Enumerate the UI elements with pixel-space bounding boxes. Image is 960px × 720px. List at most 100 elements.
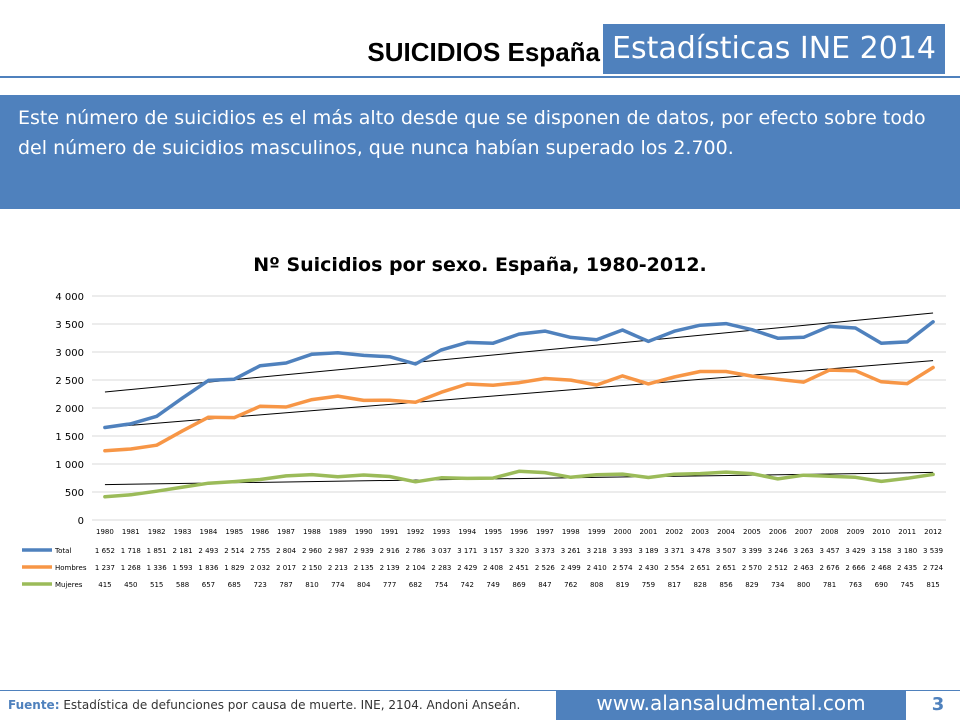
- data-label-mujeres: 847: [538, 581, 551, 589]
- x-tick-label: 1987: [277, 528, 295, 536]
- data-point-mujeres: [439, 476, 443, 480]
- data-point-mujeres: [465, 476, 469, 480]
- data-label-total: 2 493: [198, 547, 218, 555]
- x-tick-label: 1984: [200, 528, 218, 536]
- x-tick-label: 2012: [924, 528, 942, 536]
- data-label-hombres: 2 666: [845, 564, 866, 572]
- source-label: Fuente:: [8, 698, 60, 712]
- data-point-total: [879, 341, 883, 345]
- data-label-hombres: 2 499: [561, 564, 581, 572]
- data-label-mujeres: 515: [150, 581, 163, 589]
- data-point-hombres: [724, 370, 728, 374]
- x-tick-label: 1998: [562, 528, 580, 536]
- data-point-hombres: [206, 415, 210, 419]
- website-link[interactable]: www.alansaludmental.com: [556, 690, 906, 720]
- data-point-hombres: [621, 374, 625, 378]
- data-label-hombres: 2 463: [794, 564, 814, 572]
- data-label-total: 2 514: [224, 547, 245, 555]
- x-tick-label: 1985: [225, 528, 243, 536]
- data-label-hombres: 2 032: [250, 564, 270, 572]
- x-tick-label: 1986: [251, 528, 269, 536]
- data-label-total: 1 652: [95, 547, 115, 555]
- data-label-mujeres: 723: [254, 581, 267, 589]
- data-label-mujeres: 754: [435, 581, 449, 589]
- data-point-hombres: [776, 377, 780, 381]
- data-point-mujeres: [181, 485, 185, 489]
- data-label-mujeres: 804: [357, 581, 371, 589]
- data-label-hombres: 2 410: [587, 564, 607, 572]
- data-point-total: [517, 332, 521, 336]
- y-tick-label: 2 500: [55, 376, 84, 387]
- data-point-total: [336, 351, 340, 355]
- x-tick-label: 2007: [795, 528, 813, 536]
- x-tick-label: 1982: [148, 528, 166, 536]
- data-point-hombres: [517, 381, 521, 385]
- page-number: 3: [931, 694, 945, 715]
- data-label-hombres: 2 570: [742, 564, 762, 572]
- source-text: Estadística de defunciones por causa de …: [59, 698, 521, 712]
- data-label-hombres: 2 651: [690, 564, 710, 572]
- data-label-hombres: 2 574: [612, 564, 633, 572]
- source-note: Fuente: Estadística de defunciones por c…: [8, 698, 520, 712]
- x-tick-label: 1991: [381, 528, 399, 536]
- x-tick-label: 1988: [303, 528, 321, 536]
- x-tick-label: 1989: [329, 528, 347, 536]
- y-tick-label: 2 000: [55, 404, 84, 415]
- data-point-hombres: [646, 382, 650, 386]
- data-point-total: [465, 340, 469, 344]
- data-point-mujeres: [802, 473, 806, 477]
- legend-label-hombres: Hombres: [55, 564, 87, 572]
- summary-text: Este número de suicidios es el más alto …: [18, 107, 926, 159]
- data-label-hombres: 2 429: [457, 564, 477, 572]
- series-line-mujeres: [103, 469, 935, 499]
- x-tick-label: 2004: [717, 528, 735, 536]
- data-label-total: 2 939: [354, 547, 374, 555]
- y-tick-label: 3 000: [55, 348, 84, 359]
- y-tick-label: 3 500: [55, 320, 84, 331]
- data-point-hombres: [336, 394, 340, 398]
- data-point-mujeres: [129, 493, 133, 497]
- data-label-total: 2 987: [328, 547, 348, 555]
- data-point-hombres: [103, 449, 107, 453]
- data-label-mujeres: 800: [797, 581, 810, 589]
- data-point-mujeres: [931, 472, 935, 476]
- data-label-total: 2 960: [302, 547, 322, 555]
- data-label-hombres: 1 836: [198, 564, 219, 572]
- data-point-mujeres: [828, 474, 832, 478]
- data-label-total: 3 218: [587, 547, 607, 555]
- legend-label-mujeres: Mujeres: [55, 581, 83, 589]
- data-point-hombres: [931, 365, 935, 369]
- x-tick-label: 1990: [355, 528, 373, 536]
- data-point-mujeres: [155, 489, 159, 493]
- data-point-total: [646, 339, 650, 343]
- x-tick-label: 1992: [407, 528, 425, 536]
- data-point-mujeres: [103, 495, 107, 499]
- data-label-mujeres: 810: [305, 581, 318, 589]
- data-label-mujeres: 734: [771, 581, 785, 589]
- data-label-mujeres: 781: [823, 581, 836, 589]
- data-point-hombres: [853, 369, 857, 373]
- data-label-mujeres: 815: [926, 581, 939, 589]
- data-point-total: [258, 364, 262, 368]
- data-label-hombres: 2 283: [431, 564, 451, 572]
- data-point-mujeres: [413, 480, 417, 484]
- data-label-total: 3 457: [820, 547, 840, 555]
- data-label-mujeres: 774: [331, 581, 345, 589]
- y-tick-label: 1 500: [55, 432, 84, 443]
- data-point-total: [310, 352, 314, 356]
- data-point-mujeres: [310, 473, 314, 477]
- data-label-total: 2 755: [250, 547, 270, 555]
- data-label-hombres: 1 268: [121, 564, 141, 572]
- data-point-total: [750, 328, 754, 332]
- data-point-hombres: [543, 377, 547, 381]
- data-point-mujeres: [362, 473, 366, 477]
- data-label-mujeres: 828: [693, 581, 706, 589]
- data-label-mujeres: 657: [202, 581, 215, 589]
- data-label-total: 3 189: [638, 547, 658, 555]
- data-label-hombres: 2 104: [405, 564, 426, 572]
- x-tick-label: 1993: [432, 528, 450, 536]
- data-label-hombres: 2 408: [483, 564, 503, 572]
- y-tick-label: 500: [65, 488, 84, 499]
- data-label-total: 1 718: [121, 547, 141, 555]
- footer-divider: [0, 690, 960, 691]
